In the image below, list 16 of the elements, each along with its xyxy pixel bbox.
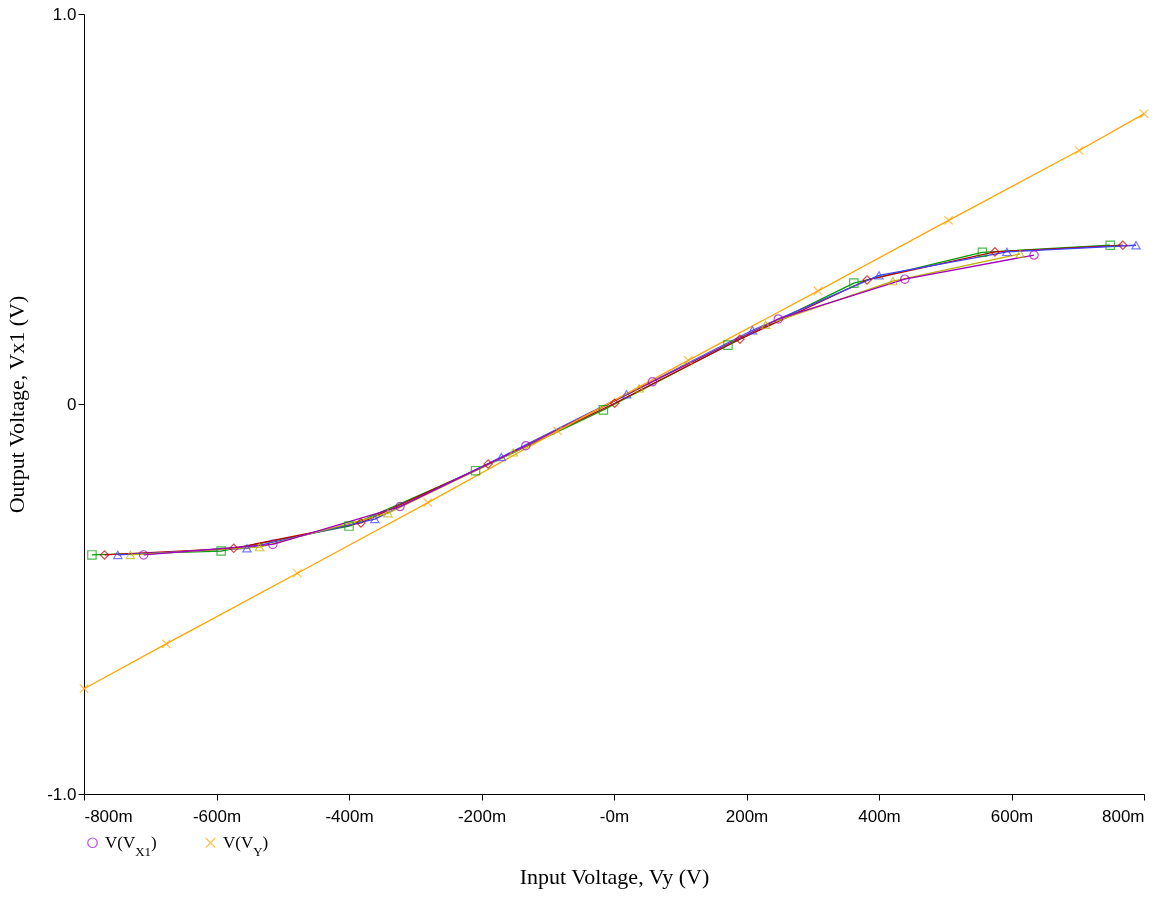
x-tick-label: 400m [858, 806, 901, 826]
x-axis-title: Input Voltage, Vy (V) [519, 863, 710, 889]
x-tick-label: -600m [192, 806, 242, 826]
y-tick-label: 1.0 [52, 4, 77, 24]
y-tick-label: 0 [67, 394, 77, 414]
y-tick-label: -1.0 [47, 784, 77, 804]
x-tick-label: 200m [725, 806, 769, 826]
legend-label: V(V$_{Y}$) [223, 832, 269, 859]
x-tick-label: -400m [325, 806, 374, 826]
x-tick-label: 600m [990, 806, 1034, 826]
x-tick-label: -800m [84, 806, 133, 826]
x-tick-label: -0m [599, 806, 630, 826]
y-axis-title: Output Voltage, Vx1 (V) [4, 295, 30, 514]
legend-label: V(V$_{X1}$) [105, 832, 157, 859]
x-tick-label: -200m [457, 806, 507, 826]
x-tick-label: 800m [1101, 806, 1145, 826]
